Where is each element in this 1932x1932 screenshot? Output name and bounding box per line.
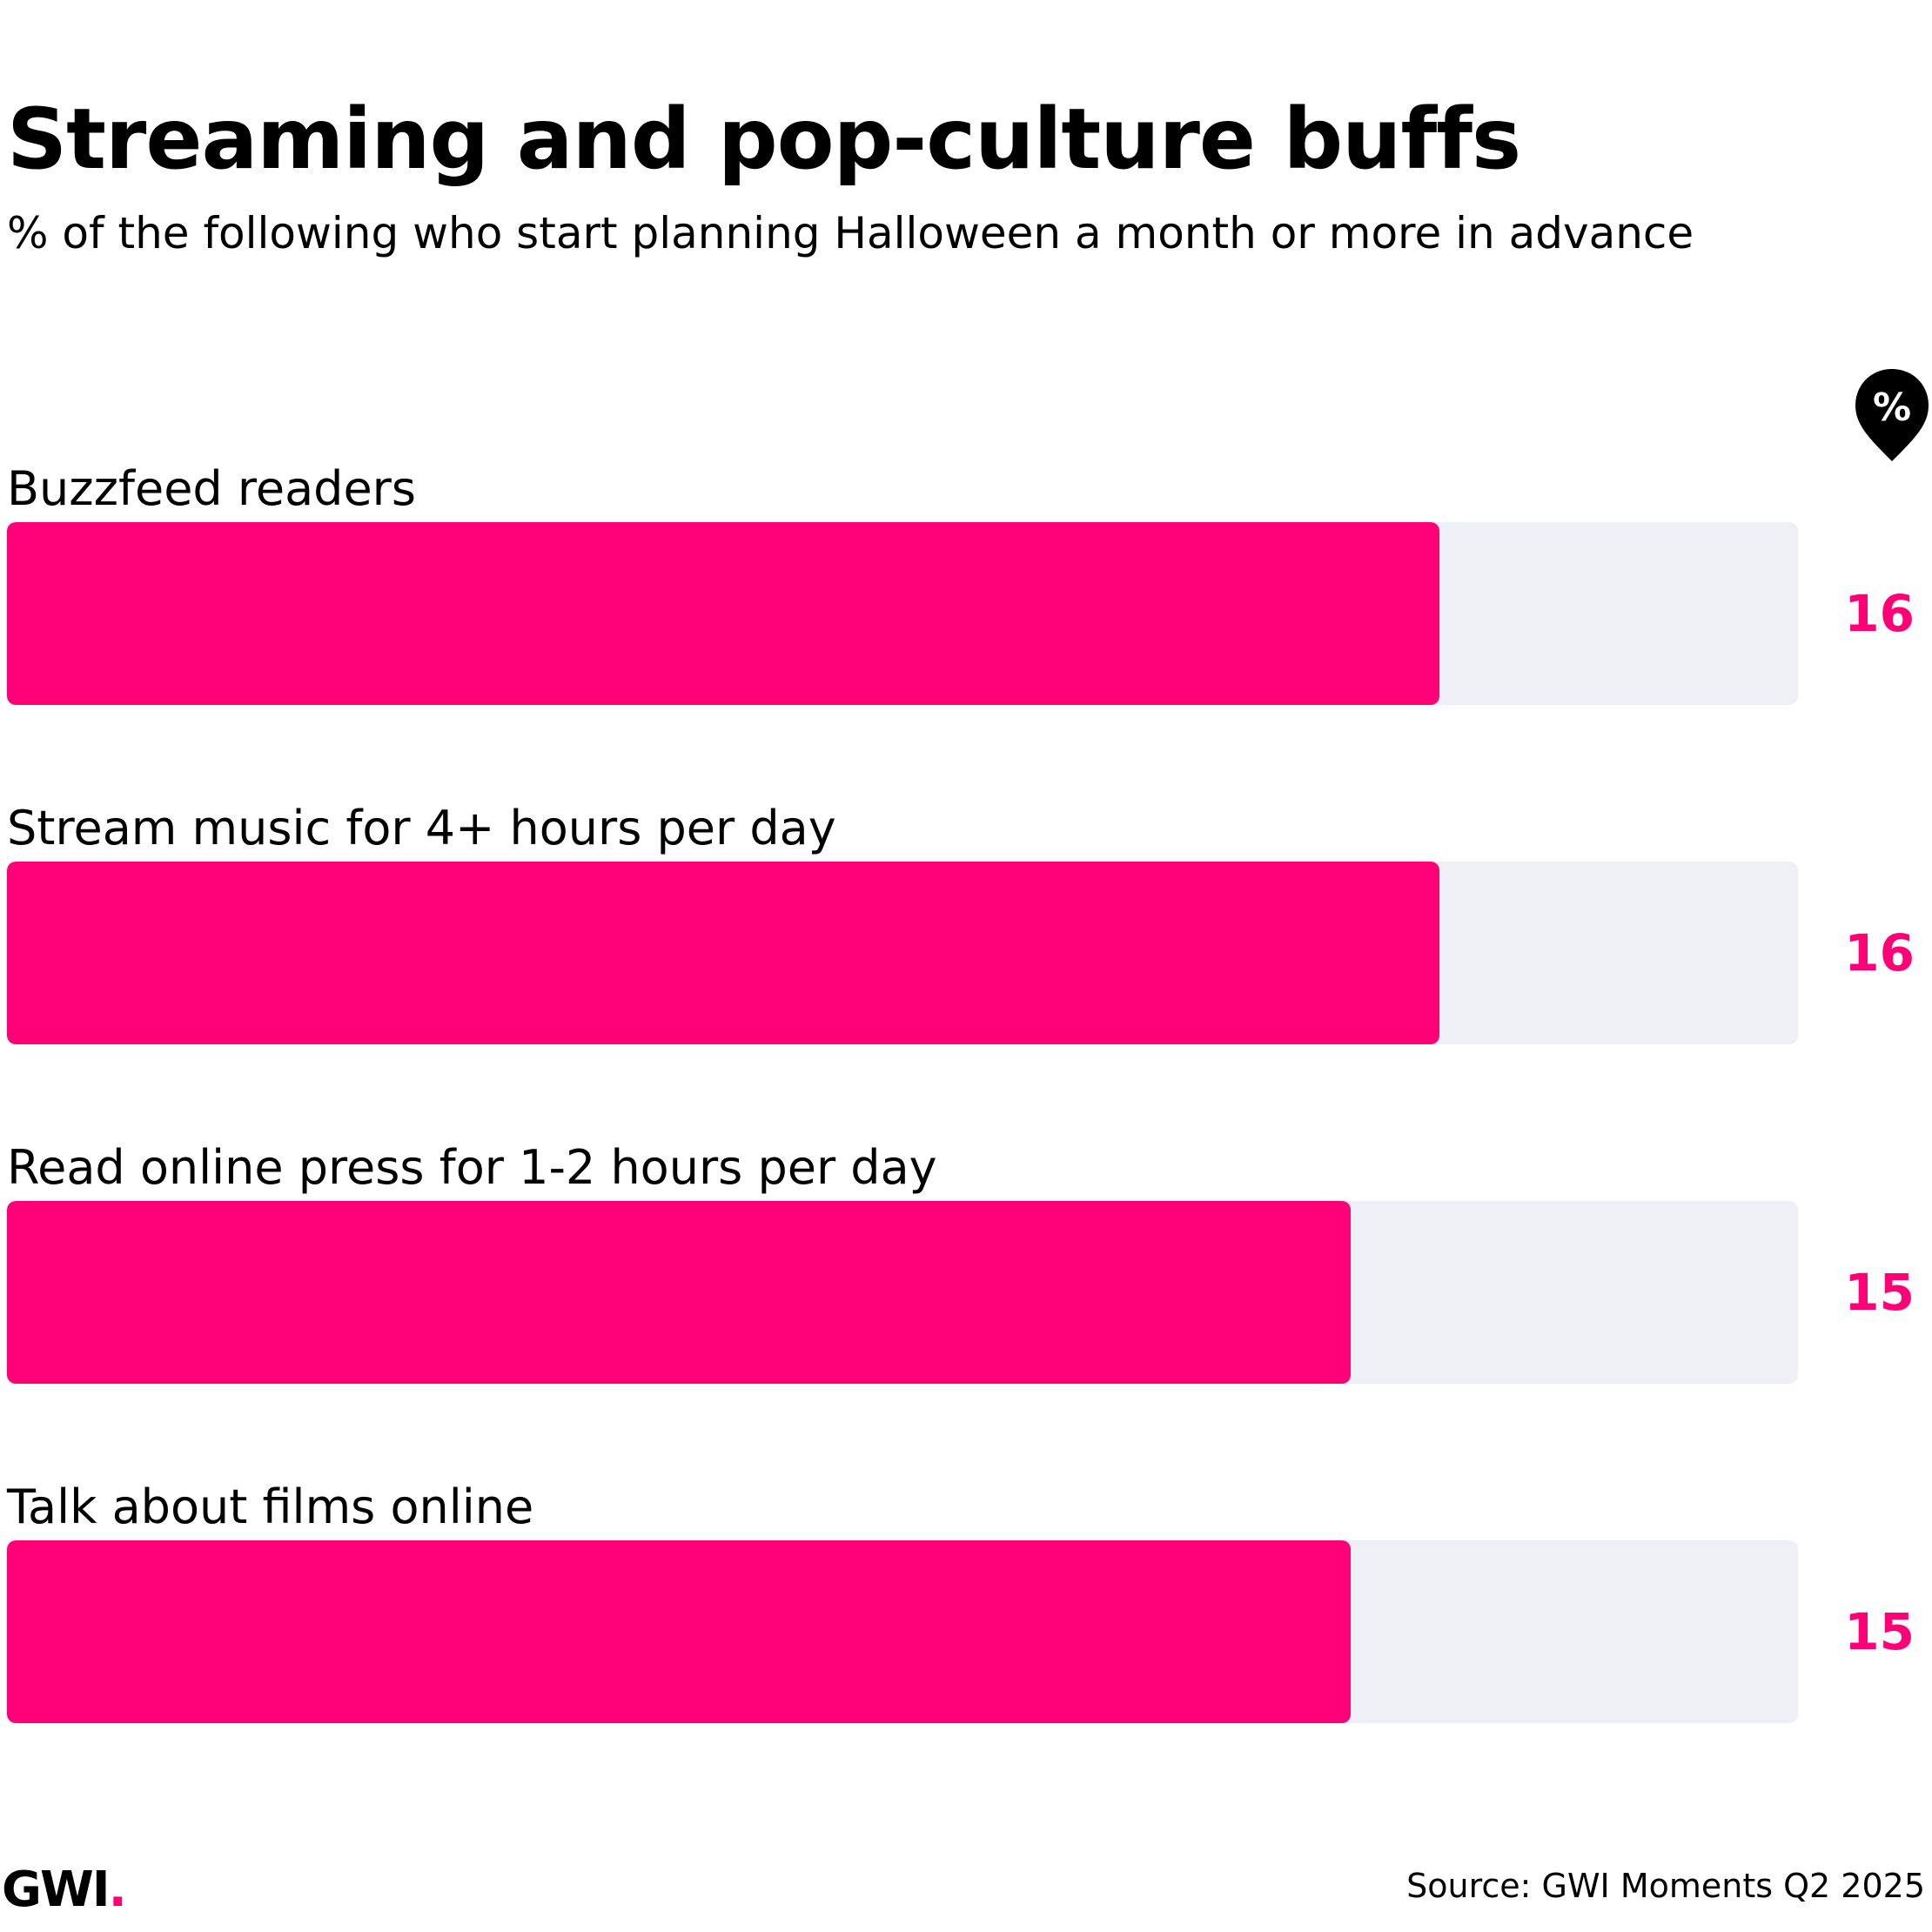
data-label: 16 xyxy=(1844,923,1915,983)
badge-label: % xyxy=(1873,386,1911,430)
gwi-logo: GWI. xyxy=(2,1862,127,1918)
bar xyxy=(7,1201,1351,1384)
data-label: 15 xyxy=(1844,1602,1915,1661)
bar xyxy=(7,862,1439,1044)
logo-dot: . xyxy=(108,1862,127,1918)
data-label: 15 xyxy=(1844,1263,1915,1322)
data-label: 16 xyxy=(1844,584,1915,643)
bar xyxy=(7,1540,1351,1723)
bar-label: Talk about films online xyxy=(7,1479,534,1534)
source-note: Source: GWI Moments Q2 2025 xyxy=(1406,1867,1925,1905)
bar xyxy=(7,522,1439,705)
bar-track xyxy=(7,862,1798,1044)
percent-badge-icon: % xyxy=(1855,369,1929,461)
bar-label: Stream music for 4+ hours per day xyxy=(7,801,836,855)
bar-label: Buzzfeed readers xyxy=(7,461,417,516)
chart-subtitle: % of the following who start planning Ha… xyxy=(7,208,1694,258)
bar-track xyxy=(7,1201,1798,1384)
chart-title: Streaming and pop-culture buffs xyxy=(7,91,1521,188)
bar-track xyxy=(7,522,1798,705)
bar-track xyxy=(7,1540,1798,1723)
bar-label: Read online press for 1-2 hours per day xyxy=(7,1140,937,1195)
logo-text: GWI xyxy=(2,1862,111,1918)
